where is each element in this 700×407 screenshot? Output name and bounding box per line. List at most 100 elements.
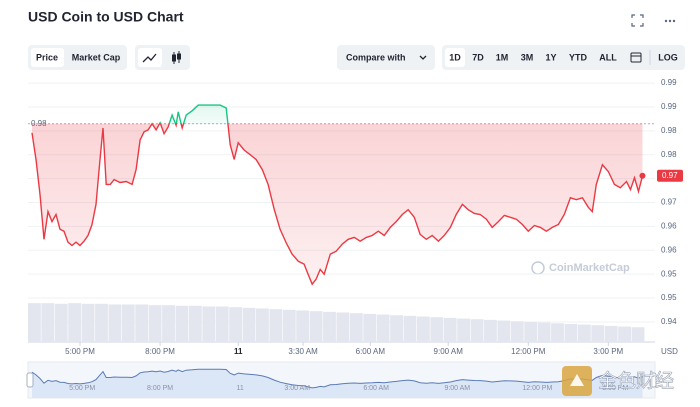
volume-bar — [591, 325, 605, 342]
volume-bar — [484, 319, 497, 342]
y-tick-label: 0.97 — [661, 198, 677, 207]
y-tick-label: 0.98 — [661, 150, 677, 159]
volume-bar — [215, 306, 229, 342]
volume-bar — [296, 310, 310, 342]
volume-bar — [470, 319, 484, 342]
range-button[interactable]: 1D — [449, 52, 461, 62]
y-tick-label: 0.95 — [661, 269, 677, 278]
volume-bar — [242, 307, 256, 342]
y-tick-label: 0.99 — [661, 78, 677, 87]
x-tick-label: 3:30 AM — [288, 347, 318, 356]
range-button[interactable]: 7D — [472, 52, 484, 62]
volume-bar — [95, 303, 108, 342]
x-tick-label: 5:00 PM — [65, 347, 95, 356]
volume-bar — [68, 303, 82, 342]
volume-bar — [631, 327, 645, 342]
volume-bar — [577, 324, 591, 342]
x-tick-label: 8:00 PM — [145, 347, 175, 356]
navigator-handle[interactable] — [649, 372, 657, 388]
volume-bar — [524, 321, 538, 342]
volume-bar — [269, 309, 283, 342]
volume-bar — [135, 304, 149, 342]
volume-bar — [175, 305, 189, 342]
y-tick-label: 0.99 — [661, 102, 677, 111]
volume-bar — [229, 307, 243, 342]
volume-bar — [604, 325, 618, 342]
navigator-label: 9:00 AM — [444, 385, 470, 392]
volume-bar — [537, 322, 551, 342]
watermark-text: CoinMarketCap — [549, 262, 630, 274]
volume-bar — [202, 306, 216, 342]
navigator-label: 8:00 PM — [147, 385, 173, 392]
y-tick-label: 0.96 — [661, 222, 677, 231]
navigator-label: 12:00 PM — [522, 385, 552, 392]
line-button[interactable] — [138, 48, 162, 67]
range-button[interactable]: 1M — [496, 52, 509, 62]
navigator-label: 3:00 AM — [284, 385, 310, 392]
volume-bar — [148, 305, 162, 342]
dropdown-arrow — [419, 55, 427, 60]
volume-bar — [309, 311, 323, 342]
reference-label: 0.98 — [31, 119, 47, 128]
volume-bar — [564, 323, 578, 342]
navigator-label: 6:00 AM — [363, 385, 389, 392]
volume-bar — [497, 320, 511, 342]
site-watermark: 金色财经 — [562, 366, 674, 396]
volume-bar — [416, 316, 430, 342]
volume-bar — [121, 304, 135, 342]
y-tick-label: 0.95 — [661, 293, 677, 302]
area-fill — [32, 105, 643, 285]
price-label[interactable]: Price — [36, 52, 58, 62]
x-tick-label: 9:00 AM — [434, 347, 464, 356]
volume-bar — [551, 323, 564, 342]
volume-bar — [349, 313, 363, 342]
volume-bar — [162, 305, 175, 342]
y-unit: USD — [661, 347, 678, 356]
fullscreen-icon[interactable] — [631, 14, 644, 27]
range-button[interactable]: 3M — [521, 52, 534, 62]
range-active[interactable] — [445, 48, 465, 67]
volume-bar — [81, 303, 95, 342]
x-tick-label: 6:00 AM — [356, 347, 386, 356]
y-tick-label: 0.98 — [661, 126, 677, 135]
compare-label[interactable]: Compare with — [346, 52, 406, 62]
volume-bar — [403, 315, 417, 342]
volume-bar — [336, 312, 350, 342]
volume-bar — [363, 313, 377, 342]
candle-icon[interactable] — [172, 51, 181, 64]
volume-bar — [457, 318, 471, 342]
calendar-icon[interactable] — [630, 52, 642, 63]
last-point — [639, 172, 646, 179]
navigator-label: 3:00 PM — [602, 385, 628, 392]
more-icon[interactable] — [664, 19, 676, 23]
price-button[interactable] — [31, 48, 64, 67]
navigator-area — [32, 369, 643, 398]
volume-bar — [54, 303, 68, 342]
x-tick-label: 12:00 PM — [511, 347, 546, 356]
watermark: CoinMarketCap — [531, 261, 630, 275]
market-cap-label[interactable]: Market Cap — [72, 52, 121, 62]
range-button[interactable]: 1Y — [545, 52, 556, 62]
volume-bar — [376, 314, 390, 342]
volume-bar — [108, 304, 122, 342]
volume-bar — [510, 321, 524, 342]
volume-bar — [256, 308, 269, 342]
volume-bar — [618, 326, 631, 342]
volume-bar — [443, 317, 457, 342]
navigator-handle[interactable] — [26, 372, 34, 388]
log-button[interactable]: LOG — [658, 52, 678, 62]
x-tick-label: 3:00 PM — [593, 347, 623, 356]
range-button[interactable]: YTD — [569, 52, 588, 62]
compare-dropdown[interactable] — [337, 45, 435, 70]
navigator-label: 11 — [236, 385, 243, 392]
x-tick-label: 11 — [234, 347, 243, 356]
y-tick-label: 0.94 — [661, 317, 677, 326]
range-button[interactable]: ALL — [599, 52, 617, 62]
range-group — [442, 45, 685, 70]
price-tag-label: 0.97 — [662, 171, 678, 180]
volume-bar — [282, 309, 296, 342]
volume-bar — [41, 303, 55, 342]
chart-title: USD Coin to USD Chart — [28, 9, 184, 25]
volume-bar — [28, 303, 41, 342]
